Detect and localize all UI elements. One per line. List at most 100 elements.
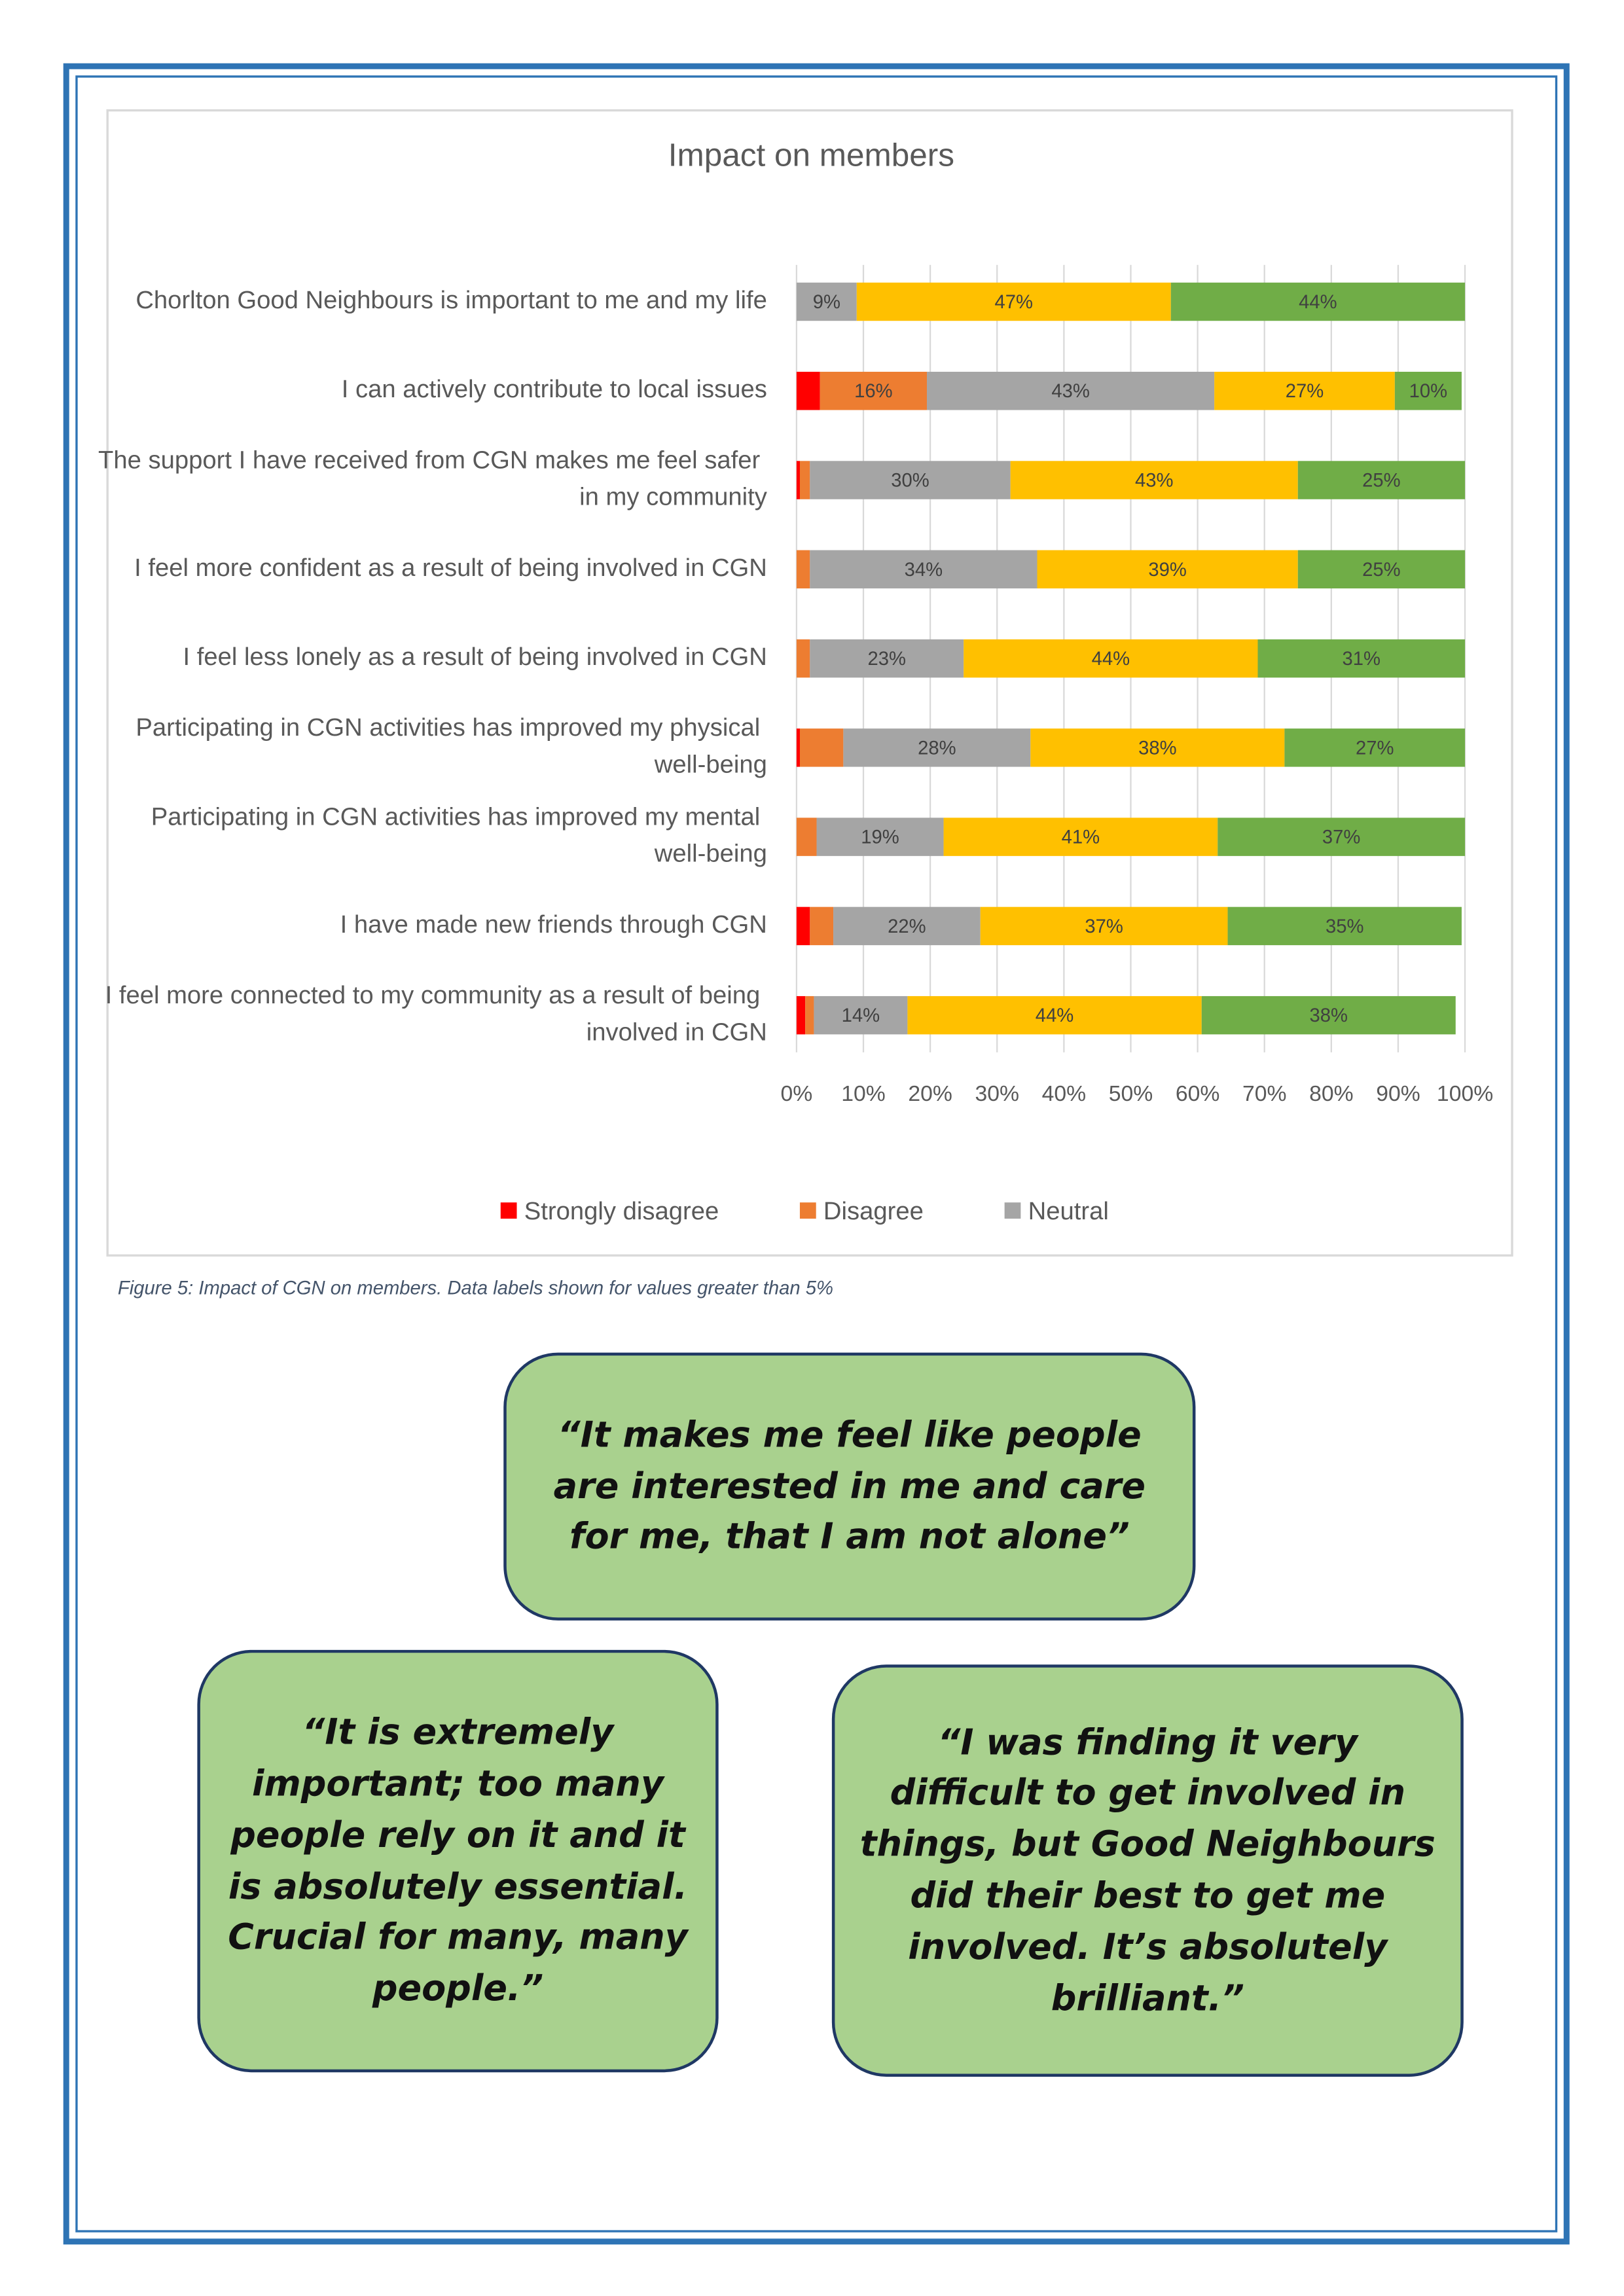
page-border-inner — [75, 75, 1558, 2233]
bar-segment — [796, 550, 810, 589]
bar-segment — [833, 906, 981, 946]
y-tick-label: I have made new friends through CGN — [340, 910, 767, 939]
x-tick-label: 100% — [1437, 1081, 1493, 1106]
quote-box — [503, 1352, 1196, 1621]
bar-segment — [1227, 906, 1462, 946]
data-label: 41% — [1062, 827, 1100, 848]
quote-container: “I was finding it very difficult to get … — [859, 1721, 1435, 2019]
legend-swatch — [799, 1202, 816, 1219]
x-tick-label: 40% — [1042, 1081, 1087, 1106]
data-label: 44% — [1299, 292, 1337, 313]
bar-segment — [799, 728, 844, 767]
bar-segment — [796, 728, 800, 767]
bar-segment — [796, 906, 810, 946]
data-label: 25% — [1362, 471, 1400, 492]
data-label: 23% — [867, 649, 905, 670]
data-label: 44% — [1036, 1005, 1074, 1026]
quote-container: “It makes me feel like people are intere… — [554, 1414, 1146, 1558]
bar-segment — [799, 461, 810, 499]
bar-segment — [796, 461, 800, 499]
y-tick-label: I can actively contribute to local issue… — [342, 375, 767, 403]
data-label: 28% — [918, 738, 956, 759]
data-label: 38% — [1138, 738, 1176, 759]
x-tick-label: 0% — [781, 1081, 813, 1106]
quote-text: “It is extremely important; too many peo… — [228, 1712, 688, 2009]
data-label: 9% — [813, 292, 840, 313]
bar-segment — [796, 996, 806, 1035]
data-label: 37% — [1322, 827, 1360, 848]
quote-text: “I was finding it very difficult to get … — [859, 1721, 1435, 2019]
bar-segment — [856, 282, 1171, 321]
bar-segment — [796, 372, 820, 410]
quote-container: “It is extremely important; too many peo… — [228, 1712, 688, 2009]
legend-label: Strongly disagree — [524, 1197, 719, 1225]
data-label: 27% — [1356, 738, 1394, 759]
bar-segment — [1010, 461, 1298, 499]
bar-segment — [820, 372, 928, 410]
y-tick-label: The support I have received from CGN mak… — [98, 446, 768, 511]
bar-segment — [796, 639, 810, 678]
data-label: 34% — [905, 560, 943, 581]
bar-segment — [1297, 550, 1466, 589]
x-tick-label: 80% — [1309, 1081, 1354, 1106]
legend-swatch — [1004, 1202, 1021, 1219]
bar-segment — [810, 550, 1038, 589]
x-tick-label: 20% — [908, 1081, 952, 1106]
bar-segment — [796, 282, 857, 321]
data-label: 10% — [1409, 381, 1447, 402]
bar-segment — [1214, 372, 1395, 410]
bar-segment — [1218, 817, 1466, 856]
bar-segment — [1394, 372, 1462, 410]
y-tick-label: Participating in CGN activities has impr… — [135, 713, 767, 778]
bar-segment — [1297, 461, 1466, 499]
x-tick-label: 70% — [1242, 1081, 1287, 1106]
bar-segment — [943, 817, 1218, 856]
bar-segment — [810, 906, 834, 946]
chart-title: Impact on members — [668, 137, 954, 173]
data-label: 27% — [1286, 381, 1324, 402]
data-label: 37% — [1085, 916, 1123, 937]
y-tick-label: Chorlton Good Neighbours is important to… — [135, 286, 767, 314]
bar-segment — [810, 639, 964, 678]
bar-segment — [927, 372, 1215, 410]
legend-label: Disagree — [823, 1197, 924, 1225]
bar-segment — [980, 906, 1228, 946]
x-tick-label: 50% — [1109, 1081, 1153, 1106]
page-border — [63, 63, 1570, 2245]
data-label: 44% — [1092, 649, 1130, 670]
y-tick-label: I feel more confident as a result of bei… — [134, 554, 767, 582]
y-tick-label: I feel more connected to my community as… — [105, 981, 767, 1046]
quotes: “It makes me feel like people are intere… — [197, 1352, 1464, 2077]
bar-segment — [1201, 996, 1456, 1035]
bar-segment — [1037, 550, 1298, 589]
bar-segment — [805, 996, 814, 1035]
quote-box — [197, 1649, 719, 2073]
bar-segment — [1257, 639, 1466, 678]
data-label: 19% — [861, 827, 899, 848]
data-label: 43% — [1051, 381, 1089, 402]
y-tick-label: Participating in CGN activities has impr… — [151, 803, 767, 868]
data-label: 47% — [995, 292, 1033, 313]
data-label: 25% — [1362, 560, 1400, 581]
bar-segment — [964, 639, 1258, 678]
caption: Figure 5: Impact of CGN on members. Data… — [118, 1278, 833, 1299]
data-label: 38% — [1310, 1005, 1348, 1026]
data-label: 16% — [854, 381, 892, 402]
x-tick-label: 90% — [1376, 1081, 1420, 1106]
data-label: 30% — [891, 471, 929, 492]
bar-segment — [1284, 728, 1466, 767]
data-label: 31% — [1343, 649, 1380, 670]
quote-box — [831, 1664, 1464, 2077]
x-tick-label: 10% — [841, 1081, 886, 1106]
legend-label: Neutral — [1028, 1197, 1109, 1225]
bar-segment — [796, 817, 817, 856]
x-tick-label: 30% — [975, 1081, 1019, 1106]
legend-swatch — [500, 1202, 517, 1219]
data-label: 43% — [1135, 471, 1173, 492]
data-label: 35% — [1326, 916, 1363, 937]
bar-segment — [907, 996, 1202, 1035]
bar-segment — [814, 996, 908, 1035]
bar-segment — [843, 728, 1031, 767]
